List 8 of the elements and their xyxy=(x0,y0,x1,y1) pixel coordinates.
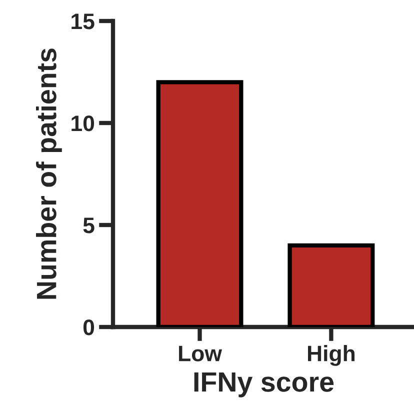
x-tick-label: Low xyxy=(179,346,222,362)
y-tick-label: 0 xyxy=(83,320,94,336)
x-axis-title: IFNy score xyxy=(194,372,334,398)
x-tick-label: High xyxy=(308,345,354,366)
y-tick-label: 15 xyxy=(72,14,94,30)
y-tick-label: 10 xyxy=(72,116,94,132)
y-tick-label: 5 xyxy=(83,218,94,234)
y-axis-title: Number of patients xyxy=(36,48,62,299)
